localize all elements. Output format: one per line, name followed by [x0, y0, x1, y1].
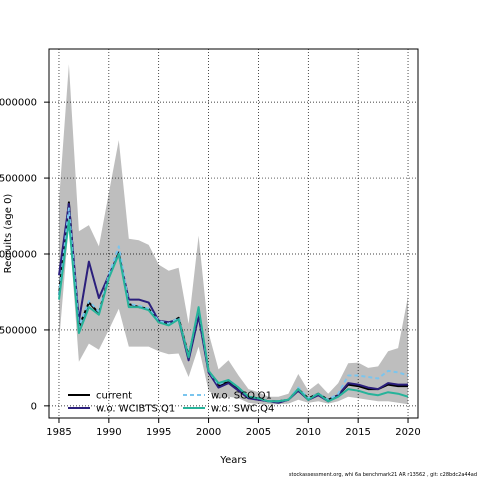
y-tick-label: 500000	[0, 325, 37, 336]
x-tick-label: 1995	[146, 427, 171, 438]
series-layer	[58, 201, 409, 404]
y-axis-title: Recruits (age 0)	[3, 194, 14, 274]
x-tick-label: 2015	[345, 427, 370, 438]
x-tick-label: 2000	[196, 427, 221, 438]
legend-label-2: w.o. SCO.Q1	[211, 391, 272, 402]
x-tick-label: 2020	[395, 427, 420, 438]
y-tick-label: 0	[31, 401, 37, 412]
y-tick-label: 1500000	[0, 174, 37, 185]
series-line-3	[58, 219, 409, 403]
legend-label-0: current	[96, 391, 132, 402]
x-tick-label: 1985	[46, 427, 71, 438]
x-axis-title: Years	[219, 455, 246, 466]
legend-label-3: w.o. SWC.Q4	[211, 404, 274, 415]
x-tick-label: 2005	[246, 427, 271, 438]
legend-label-1: w.o. WCIBTS.Q1	[96, 404, 175, 415]
x-tick-label: 1990	[96, 427, 121, 438]
y-tick-label: 2000000	[0, 98, 37, 109]
footer-note: stockassessment.org, whi 6a benchmark21 …	[288, 472, 477, 478]
confidence-band	[59, 64, 408, 405]
plot-frame	[48, 48, 419, 419]
confidence-band-layer	[59, 64, 408, 405]
x-axis: 1985 1990 1995 2000 2005 2010 2015 2020	[46, 418, 421, 438]
legend: current w.o. WCIBTS.Q1 w.o. SCO.Q1 w.o. SWC…	[68, 391, 274, 415]
x-tick-label: 2010	[296, 427, 321, 438]
y-tick-label: 1000000	[0, 250, 37, 261]
y-axis: 0 500000 1000000 1500000 2000000	[0, 98, 49, 412]
